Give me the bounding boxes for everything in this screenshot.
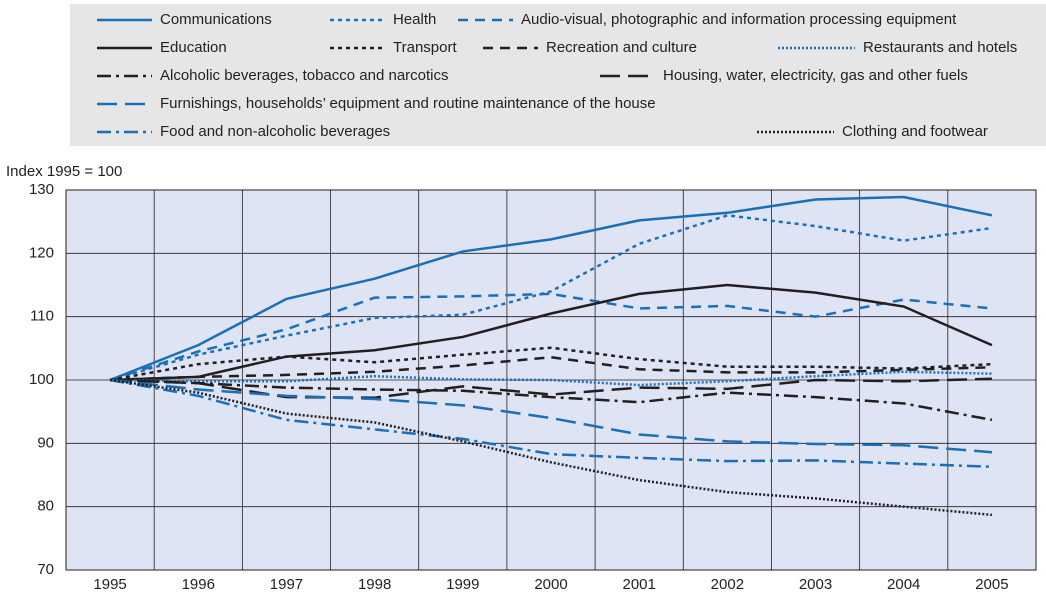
x-tick-label: 2002 — [711, 576, 744, 593]
y-tick-label: 120 — [29, 244, 54, 261]
x-tick-label: 2005 — [975, 576, 1008, 593]
y-tick-label: 110 — [30, 308, 54, 325]
legend-label: Furnishings, households’ equipment and r… — [160, 95, 656, 112]
series-line — [110, 355, 992, 382]
series-line — [110, 377, 992, 399]
series-line — [109, 214, 993, 382]
series-line — [109, 378, 993, 517]
legend-label: Restaurants and hotels — [863, 39, 1017, 56]
legend-label: Health — [393, 11, 436, 28]
legend-label: Alcoholic beverages, tobacco and narcoti… — [160, 67, 449, 84]
y-tick-label: 70 — [37, 561, 54, 578]
series-line — [110, 283, 993, 382]
legend-label: Transport — [393, 39, 457, 56]
x-tick-label: 2000 — [534, 576, 567, 593]
series-line — [110, 370, 992, 387]
y-tick-label: 80 — [37, 498, 54, 515]
series-line — [109, 378, 992, 469]
y-tick-label: 90 — [37, 434, 54, 451]
series-line — [109, 346, 992, 382]
x-tick-label: 1996 — [182, 576, 215, 593]
legend-label: Clothing and footwear — [842, 123, 988, 140]
series-line — [109, 292, 993, 382]
x-tick-label: 2003 — [799, 576, 832, 593]
x-tick-label: 2001 — [622, 576, 655, 593]
legend-label: Education — [160, 39, 227, 56]
legend-label: Communications — [160, 11, 272, 28]
series-line — [109, 195, 993, 382]
x-tick-label: 1997 — [270, 576, 303, 593]
legend-box — [70, 4, 1046, 146]
series-line — [110, 378, 993, 422]
legend-label: Housing, water, electricity, gas and oth… — [663, 67, 968, 84]
x-tick-label: 1999 — [446, 576, 479, 593]
y-tick-label: 130 — [29, 181, 54, 198]
legend-label: Food and non-alcoholic beverages — [160, 123, 390, 140]
x-tick-label: 2004 — [887, 576, 920, 593]
legend-label: Audio-visual, photographic and informati… — [521, 11, 957, 28]
legend-label: Recreation and culture — [546, 39, 697, 56]
y-tick-label: 100 — [29, 371, 54, 388]
series-line — [109, 378, 993, 454]
x-tick-label: 1998 — [358, 576, 391, 593]
x-tick-label: 1995 — [93, 576, 126, 593]
y-axis-label: Index 1995 = 100 — [6, 163, 122, 180]
